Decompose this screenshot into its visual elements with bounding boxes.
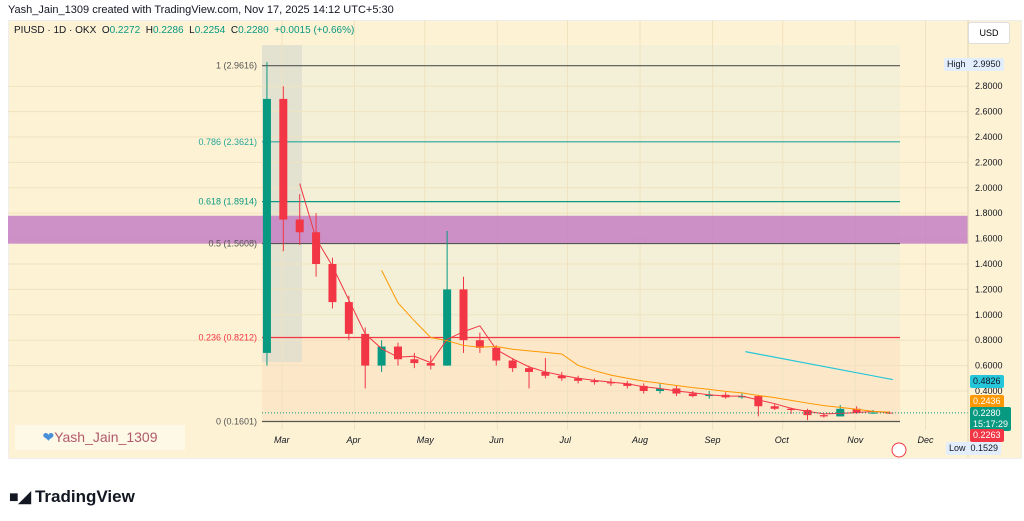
y-tick-label: 1.2000 (975, 284, 1003, 294)
fib-level-label: 0 (0.1601) (216, 416, 257, 426)
candle-body (770, 406, 779, 409)
watermark-text: Yash_Jain_1309 (54, 429, 158, 445)
ma-slow-line (381, 270, 890, 413)
high-tag: High 2.9950 (944, 58, 1004, 71)
symbol-label[interactable]: PIUSD · 1D · OKX (14, 25, 97, 36)
candle-body (426, 363, 435, 366)
watermark: ❤Yash_Jain_1309 (15, 425, 185, 450)
y-tick-label: 0.4000 (975, 386, 1003, 396)
candle-body (443, 289, 452, 366)
tradingview-logo: ■◢ TradingView (9, 487, 135, 506)
candle-body (361, 333, 370, 366)
candle-body (328, 264, 337, 303)
heart-icon: ❤ (42, 429, 55, 445)
y-tick-label: 2.8000 (975, 81, 1003, 91)
candle-body (606, 382, 615, 384)
y-tick-label: 1.0000 (975, 310, 1003, 320)
candle-body (377, 346, 386, 366)
high-label: H (145, 25, 153, 36)
tv-logo-icon: ■◢ (9, 489, 31, 506)
open-value: 0.2272 (109, 25, 141, 36)
y-tick-label: 2.6000 (975, 107, 1003, 117)
candle-body (541, 371, 550, 376)
candle-body (819, 415, 828, 417)
x-tick-label: Apr (346, 435, 362, 445)
x-tick-label: Oct (775, 435, 790, 445)
high-value: 0.2286 (152, 25, 184, 36)
candle-body (344, 302, 353, 334)
x-tick-label: Dec (918, 435, 935, 445)
fib-level-label: 0.236 (0.8212) (198, 333, 257, 343)
y-tick-label: 0.6000 (975, 361, 1003, 371)
change-value: +0.0015 (+0.66%) (274, 25, 355, 36)
earnings-event-icon (891, 442, 907, 458)
y-tick-label: 1.6000 (975, 234, 1003, 244)
fib-level-label: 0.5 (1.5608) (208, 239, 257, 249)
ma-fast-tag: 0.2263 (970, 429, 1004, 442)
x-tick-label: Aug (631, 435, 648, 445)
trend-line (745, 351, 893, 381)
trend-price-tag: 0.4826 (970, 375, 1004, 388)
y-tick-label: 0.8000 (975, 335, 1003, 345)
supply-zone (8, 215, 968, 244)
x-tick-label: Mar (274, 435, 291, 445)
candle-body (393, 346, 402, 360)
candle-body (574, 378, 583, 381)
ohlc-legend: PIUSD · 1D · OKX O0.2272 H0.2286 L0.2254… (14, 25, 354, 36)
candle-body (836, 408, 845, 417)
candle-body (787, 408, 796, 411)
candle-body (295, 219, 304, 233)
y-tick-label: 2.0000 (975, 183, 1003, 193)
x-tick-label: Jul (558, 435, 572, 445)
ma-fast-line (299, 183, 890, 415)
candle-body (623, 383, 632, 386)
candle-body (410, 359, 419, 364)
candle-body (705, 394, 714, 397)
chart-credit: Yash_Jain_1309 created with TradingView.… (8, 4, 394, 16)
x-tick-label: Sep (705, 435, 721, 445)
close-value: 0.2280 (238, 25, 269, 36)
close-label: C (230, 25, 239, 36)
candle-body (803, 410, 812, 416)
candle-body (312, 232, 321, 264)
x-tick-label: May (417, 435, 435, 445)
y-tick-label: 1.8000 (975, 208, 1003, 218)
x-tick-label: Nov (847, 435, 864, 445)
candle-body (639, 385, 648, 391)
low-tag: Low 0.1529 (946, 442, 1002, 455)
candle-body (754, 396, 763, 407)
last-price-tag: 0.2280 15:17:29 (970, 407, 1012, 431)
candle-body (508, 360, 517, 369)
candle-body (492, 347, 501, 361)
ma-slow-tag: 0.2436 (970, 395, 1004, 408)
candle-body (688, 393, 697, 397)
currency-button[interactable]: USD (968, 22, 1010, 44)
candle-body (737, 396, 746, 398)
low-value: 0.2254 (194, 25, 226, 36)
y-tick-label: 2.4000 (975, 132, 1003, 142)
candle-body (262, 98, 271, 353)
candle-body (656, 388, 665, 391)
fib-level-label: 0.786 (2.3621) (198, 137, 257, 147)
candle-body (459, 289, 468, 341)
x-tick-label: Jun (488, 435, 504, 445)
fib-level-label: 1 (2.9616) (216, 61, 257, 71)
candle-body (279, 98, 288, 220)
fib-level-label: 0.618 (1.8914) (198, 197, 257, 207)
y-tick-label: 1.4000 (975, 259, 1003, 269)
candle-body (590, 380, 599, 383)
y-tick-label: 2.2000 (975, 157, 1003, 167)
open-label: O (101, 25, 110, 36)
candle-body (852, 408, 861, 413)
candle-body (525, 368, 534, 372)
low-label: L (189, 25, 195, 36)
candle-body (475, 340, 484, 348)
candle-body (557, 375, 566, 379)
candle-body (869, 412, 877, 414)
